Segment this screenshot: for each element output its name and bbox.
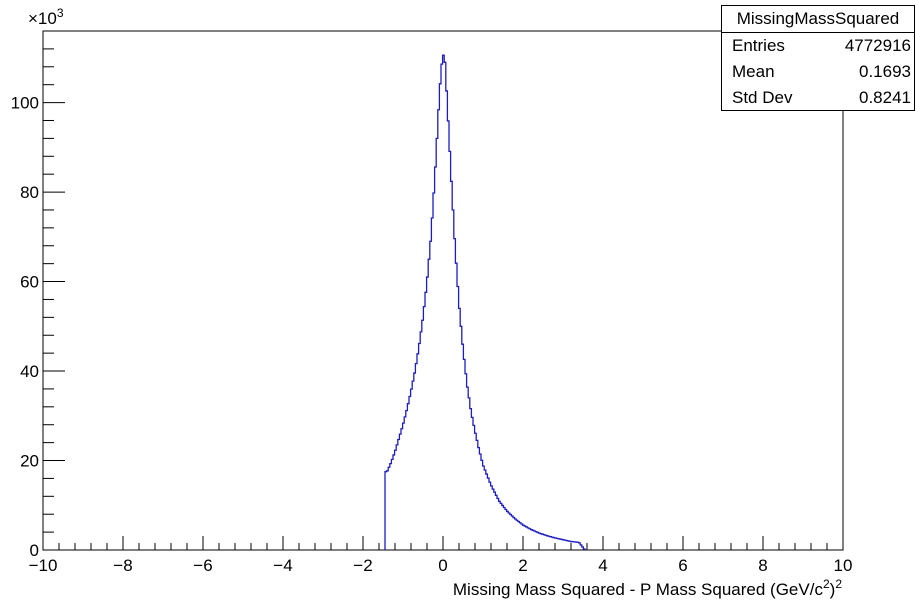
y-scale-factor: ×103: [28, 6, 64, 28]
x-tick-label: −8: [113, 556, 132, 575]
stats-stddev-value: 0.8241: [859, 88, 911, 107]
x-tick-label: −6: [193, 556, 212, 575]
y-tick-label: 60: [20, 273, 39, 292]
histogram-line: [384, 54, 586, 550]
stats-mean-value: 0.1693: [859, 62, 911, 81]
x-tick-label: 2: [518, 556, 527, 575]
axis-ticks: [42, 30, 844, 551]
stats-row-mean: Mean 0.1693: [722, 59, 914, 85]
x-axis-label: Missing Mass Squared - P Mass Squared (G…: [453, 577, 842, 599]
stats-row-stddev: Std Dev 0.8241: [722, 85, 914, 111]
stats-stddev-label: Std Dev: [732, 88, 793, 107]
x-tick-labels: −10 −8 −6 −4 −2 0 2 4 6 8 10: [29, 556, 853, 575]
x-tick-label: 0: [438, 556, 447, 575]
x-tick-label: −4: [273, 556, 292, 575]
y-tick-label: 80: [20, 183, 39, 202]
y-tick-labels: 0 20 40 60 80 100: [11, 94, 39, 560]
stats-box: MissingMassSquared Entries 4772916 Mean …: [721, 5, 915, 111]
x-tick-label: 4: [598, 556, 607, 575]
x-tick-label: 8: [758, 556, 767, 575]
x-tick-label: 10: [834, 556, 853, 575]
stats-title: MissingMassSquared: [722, 6, 914, 33]
x-tick-label: −10: [29, 556, 58, 575]
y-tick-label: 0: [30, 541, 39, 560]
stats-mean-label: Mean: [732, 62, 775, 81]
x-tick-label: −2: [353, 556, 372, 575]
stats-entries-value: 4772916: [844, 36, 911, 55]
y-tick-label: 100: [11, 94, 39, 113]
stats-row-entries: Entries 4772916: [722, 33, 914, 59]
y-tick-label: 20: [20, 452, 39, 471]
stats-entries-label: Entries: [732, 36, 785, 55]
x-tick-label: 6: [678, 556, 687, 575]
y-tick-label: 40: [20, 362, 39, 381]
